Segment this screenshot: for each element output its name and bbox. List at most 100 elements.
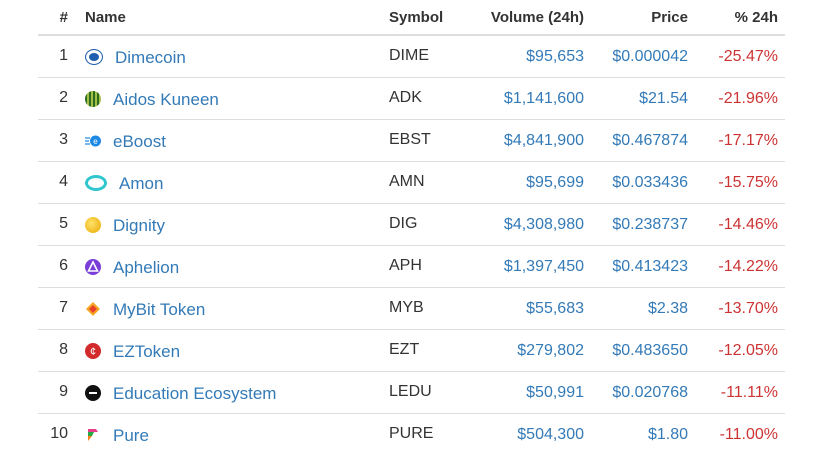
volume-link[interactable]: $1,141,600 <box>503 89 584 107</box>
change-cell: -11.00% <box>719 426 778 443</box>
aphelion-icon[interactable] <box>85 258 101 275</box>
table-row: 7 MyBit Token MYB $55,683 $2.38 -13.70% <box>38 288 785 330</box>
change-cell: -17.17% <box>718 131 778 149</box>
header-symbol[interactable]: Symbol <box>389 8 444 26</box>
name-cell: Pure <box>85 414 385 456</box>
rank-cell: 8 <box>59 340 68 358</box>
rank-cell: 5 <box>59 214 68 232</box>
table-row: 8 ¢ EZToken EZT $279,802 $0.483650 -12.0… <box>38 330 785 372</box>
dimecoin-icon[interactable] <box>85 48 103 65</box>
coin-name-link[interactable]: eBoost <box>113 131 166 151</box>
rank-cell: 1 <box>59 46 68 64</box>
price-link[interactable]: $0.238737 <box>612 215 688 233</box>
education-ecosystem-icon[interactable] <box>85 384 101 401</box>
symbol-cell: EZT <box>389 340 420 358</box>
table-row: 4 Amon AMN $95,699 $0.033436 -15.75% <box>38 162 785 204</box>
aidos-kuneen-icon[interactable] <box>85 90 101 107</box>
coin-name-link[interactable]: Pure <box>113 426 149 445</box>
change-cell: -12.05% <box>718 341 778 359</box>
volume-link[interactable]: $4,841,900 <box>503 131 584 149</box>
change-cell: -21.96% <box>718 89 778 107</box>
price-link[interactable]: $0.000042 <box>612 47 688 65</box>
price-link[interactable]: $0.467874 <box>612 131 688 149</box>
volume-link[interactable]: $1,397,450 <box>503 257 584 275</box>
header-price[interactable]: Price <box>651 8 688 26</box>
table-header: # Name Symbol Volume (24h) Price % 24h <box>38 0 785 36</box>
price-link[interactable]: $0.033436 <box>612 173 688 191</box>
symbol-cell: PURE <box>389 425 434 442</box>
header-volume[interactable]: Volume (24h) <box>490 8 584 26</box>
name-cell: e eBoost <box>85 120 385 161</box>
change-cell: -14.46% <box>718 215 778 233</box>
rank-cell: 6 <box>59 256 68 274</box>
rank-cell: 4 <box>59 172 68 190</box>
coin-name-link[interactable]: EZToken <box>113 341 181 361</box>
eztoken-icon[interactable]: ¢ <box>85 342 101 359</box>
rank-cell: 2 <box>59 88 68 106</box>
change-cell: -13.70% <box>718 299 778 317</box>
eboost-icon[interactable]: e <box>85 133 101 149</box>
coin-name-link[interactable]: Aidos Kuneen <box>113 89 219 109</box>
volume-link[interactable]: $279,802 <box>517 341 584 359</box>
price-link[interactable]: $0.483650 <box>612 341 688 359</box>
rank-cell: 3 <box>59 130 68 148</box>
name-cell: Dignity <box>85 204 385 245</box>
top-losers-table: # Name Symbol Volume (24h) Price % 24h 1… <box>38 0 785 456</box>
symbol-cell: ADK <box>389 88 422 106</box>
symbol-cell: MYB <box>389 298 424 316</box>
coin-name-link[interactable]: Amon <box>119 173 164 193</box>
price-link[interactable]: $1.80 <box>647 426 688 443</box>
volume-link[interactable]: $504,300 <box>517 426 584 443</box>
dignity-icon[interactable] <box>85 216 101 233</box>
symbol-cell: LEDU <box>389 382 432 400</box>
svg-text:e: e <box>93 137 98 146</box>
change-cell: -14.22% <box>718 257 778 275</box>
rank-cell: 10 <box>50 425 68 442</box>
price-link[interactable]: $21.54 <box>639 89 688 107</box>
table-row: 9 Education Ecosystem LEDU $50,991 $0.02… <box>38 372 785 414</box>
volume-link[interactable]: $55,683 <box>526 299 584 317</box>
table-row: 1 Dimecoin DIME $95,653 $0.000042 -25.47… <box>38 36 785 78</box>
volume-link[interactable]: $50,991 <box>526 383 584 401</box>
change-cell: -15.75% <box>718 173 778 191</box>
mybit-icon[interactable] <box>85 301 101 317</box>
table-row: 5 Dignity DIG $4,308,980 $0.238737 -14.4… <box>38 204 785 246</box>
rank-cell: 9 <box>59 382 68 400</box>
amon-icon[interactable] <box>85 174 107 191</box>
svg-text:¢: ¢ <box>90 346 96 358</box>
name-cell: ¢ EZToken <box>85 330 385 371</box>
symbol-cell: DIME <box>389 46 429 64</box>
header-rank[interactable]: # <box>59 8 68 26</box>
price-link[interactable]: $0.413423 <box>612 257 688 275</box>
volume-link[interactable]: $95,699 <box>526 173 584 191</box>
header-change[interactable]: % 24h <box>734 8 778 26</box>
name-cell: Education Ecosystem <box>85 372 385 413</box>
coin-name-link[interactable]: Aphelion <box>113 257 180 277</box>
name-cell: MyBit Token <box>85 288 385 329</box>
volume-link[interactable]: $95,653 <box>526 47 584 65</box>
name-cell: Aidos Kuneen <box>85 78 385 119</box>
table-row: 10 Pure PURE $504,300 $1.80 -11.00% <box>38 414 785 456</box>
symbol-cell: AMN <box>389 172 425 190</box>
change-cell: -11.11% <box>720 383 778 401</box>
volume-link[interactable]: $4,308,980 <box>503 215 584 233</box>
price-link[interactable]: $0.020768 <box>612 383 688 401</box>
pure-icon[interactable] <box>85 427 101 443</box>
coin-name-link[interactable]: Education Ecosystem <box>113 383 277 403</box>
coin-name-link[interactable]: MyBit Token <box>113 299 206 319</box>
table-row: 6 Aphelion APH $1,397,450 $0.413423 -14.… <box>38 246 785 288</box>
rank-cell: 7 <box>59 298 68 316</box>
symbol-cell: DIG <box>389 214 418 232</box>
change-cell: -25.47% <box>718 47 778 65</box>
name-cell: Dimecoin <box>85 36 385 77</box>
name-cell: Aphelion <box>85 246 385 287</box>
symbol-cell: EBST <box>389 130 431 148</box>
name-cell: Amon <box>85 162 385 203</box>
header-name[interactable]: Name <box>85 8 126 26</box>
coin-name-link[interactable]: Dimecoin <box>115 47 186 67</box>
table-row: 3 e eBoost EBST $4,841,900 $0.467874 -17… <box>38 120 785 162</box>
coin-name-link[interactable]: Dignity <box>113 215 165 235</box>
symbol-cell: APH <box>389 256 422 274</box>
table-row: 2 Aidos Kuneen ADK $1,141,600 $21.54 -21… <box>38 78 785 120</box>
price-link[interactable]: $2.38 <box>647 299 688 317</box>
